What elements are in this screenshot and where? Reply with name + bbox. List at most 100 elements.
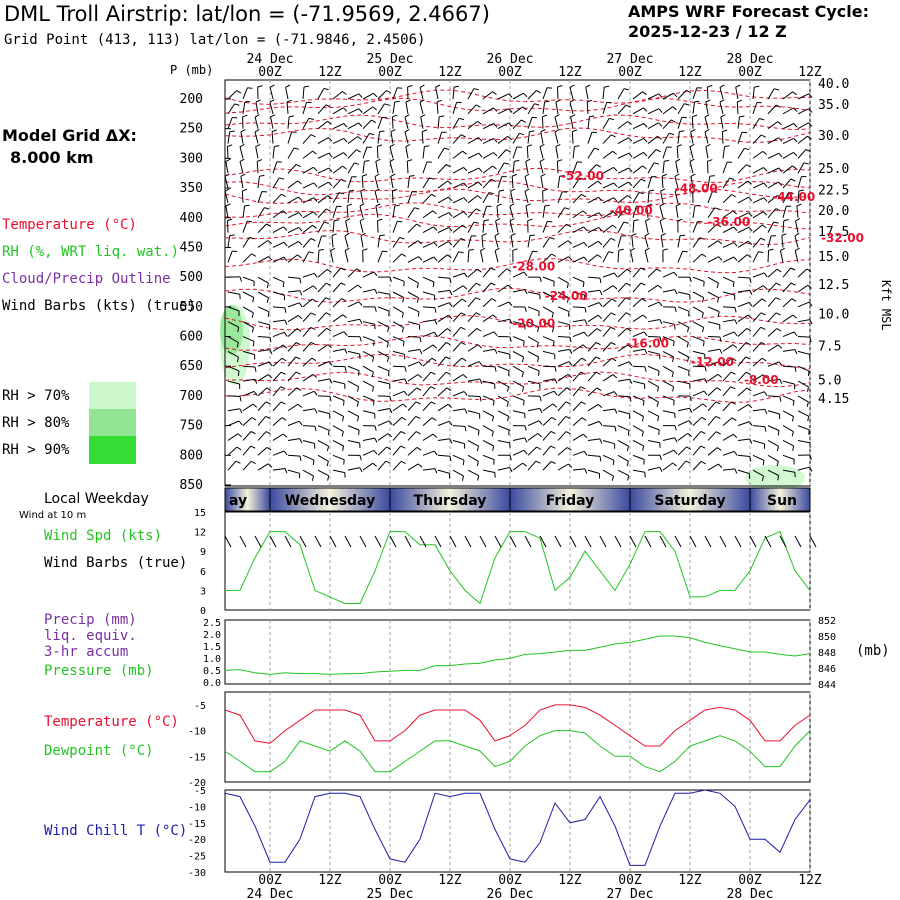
- wind-barb-flag: [779, 396, 782, 402]
- wind-barb-flag: [492, 165, 497, 170]
- wind-barb: [752, 285, 764, 293]
- wind-barb: [317, 250, 320, 263]
- wind-barb: [437, 196, 449, 204]
- wind-barb-flag: [598, 421, 603, 426]
- wind-barb: [497, 467, 510, 471]
- wind-barb-flag: [714, 207, 720, 210]
- wind-barb-flag: [792, 445, 795, 451]
- wind-barb: [257, 349, 270, 352]
- wind-barb: [224, 176, 229, 189]
- wind-barb-flag: [643, 152, 648, 157]
- wind-barb: [644, 250, 649, 263]
- precip-tick: 2.5: [203, 618, 221, 629]
- wind-barb: [540, 131, 544, 144]
- wind-barb: [662, 271, 675, 278]
- wind-barb-flag: [240, 129, 246, 133]
- wind-barb: [242, 431, 252, 441]
- wind-barb-flag: [507, 386, 510, 392]
- wind-barb-flag: [417, 463, 423, 468]
- wind-barb-flag: [388, 420, 393, 426]
- wind-barb-flag: [479, 378, 483, 384]
- wind-barb-flag: [692, 114, 698, 118]
- wind-barb-flag: [628, 361, 633, 367]
- wind-barb-flag: [598, 227, 603, 232]
- wind-barb-flag: [357, 416, 360, 422]
- wind-barb: [767, 221, 775, 233]
- wind-barb: [392, 253, 402, 263]
- local-weekday-label: Local Weekday: [44, 491, 149, 507]
- wind-barb: [722, 401, 732, 412]
- wind-barb-flag: [641, 431, 644, 437]
- wind-barb: [572, 401, 582, 412]
- wind-barb: [287, 403, 299, 412]
- wind-barb-flag: [790, 267, 796, 271]
- wind-barb: [767, 250, 770, 263]
- time-tick-top: 00Z: [378, 65, 402, 80]
- wind-barb: [526, 146, 529, 159]
- wind-barb: [767, 121, 778, 130]
- wind-barb: [227, 220, 229, 233]
- wind-barb: [587, 180, 598, 189]
- wind-barb-flag: [587, 99, 593, 103]
- wind-barb: [722, 276, 735, 283]
- wind-barb-flag: [490, 267, 496, 271]
- wind-barb-flag: [506, 401, 509, 407]
- wind-barb: [752, 102, 758, 115]
- wind-barb-flag: [389, 276, 392, 282]
- wind-barb: [632, 469, 645, 473]
- wind-barb: [602, 439, 615, 445]
- wind-barb-flag: [281, 357, 287, 362]
- wind-barb-flag: [705, 143, 711, 148]
- wind-barb-flag: [448, 227, 453, 232]
- wind-barb: [452, 211, 464, 219]
- wind-barb-flag: [330, 247, 336, 252]
- wind-barb: [332, 165, 343, 174]
- wind-barb-flag: [387, 433, 393, 438]
- wind-barb-flag: [583, 331, 588, 337]
- weekday-label: Friday: [546, 493, 595, 509]
- wind-barb-flag: [659, 455, 662, 461]
- wind-barb: [737, 404, 749, 412]
- wind-barb: [737, 454, 750, 457]
- wind-barb: [632, 107, 644, 115]
- kft-tick: 12.5: [818, 278, 849, 293]
- wind-barb-flag: [583, 226, 588, 231]
- wind-barb: [720, 116, 724, 129]
- wind-barb-flag: [237, 327, 240, 333]
- wind-barb: [452, 102, 458, 114]
- kft-tick: 5.0: [818, 373, 841, 388]
- wind-barb-flag: [312, 224, 317, 229]
- wind-barb-flag: [267, 463, 273, 468]
- temperature-contour: [224, 258, 811, 274]
- wind-barb: [767, 395, 781, 398]
- wind-barb-flag: [807, 284, 813, 289]
- wind-barb-flag: [493, 123, 498, 128]
- wind-barb-flag: [702, 403, 708, 408]
- wind-barb: [467, 410, 480, 415]
- wind-barb: [691, 116, 694, 129]
- wind-barb: [302, 166, 314, 174]
- pressure-tick: 852: [818, 616, 836, 627]
- wind-barb: [422, 210, 434, 219]
- date-label-bottom: 28 Dec: [727, 887, 774, 900]
- wind-barb-flag: [265, 401, 271, 405]
- wind-barb: [647, 268, 658, 278]
- wind-barb-flag: [325, 312, 331, 316]
- wind-barb: [602, 408, 615, 412]
- wind-barb-flag: [722, 129, 728, 133]
- wind-barb-flag: [540, 129, 546, 133]
- wind-barb: [497, 425, 510, 431]
- wind-barb: [569, 87, 574, 100]
- wind-barb-flag: [735, 84, 741, 88]
- wind-barb-flag: [746, 387, 752, 392]
- surface-wind-barb: [779, 535, 787, 548]
- wind-barb-flag: [614, 408, 618, 414]
- surface-wind-barb: [809, 535, 817, 548]
- wind-barb: [587, 226, 600, 234]
- model-grid-value: 8.000 km: [10, 148, 94, 167]
- wind-barb-flag: [612, 285, 618, 290]
- date-label-top: 24 Dec: [247, 52, 294, 67]
- wind-chill-tick: -5: [194, 786, 206, 797]
- temperature-contour: [224, 188, 811, 204]
